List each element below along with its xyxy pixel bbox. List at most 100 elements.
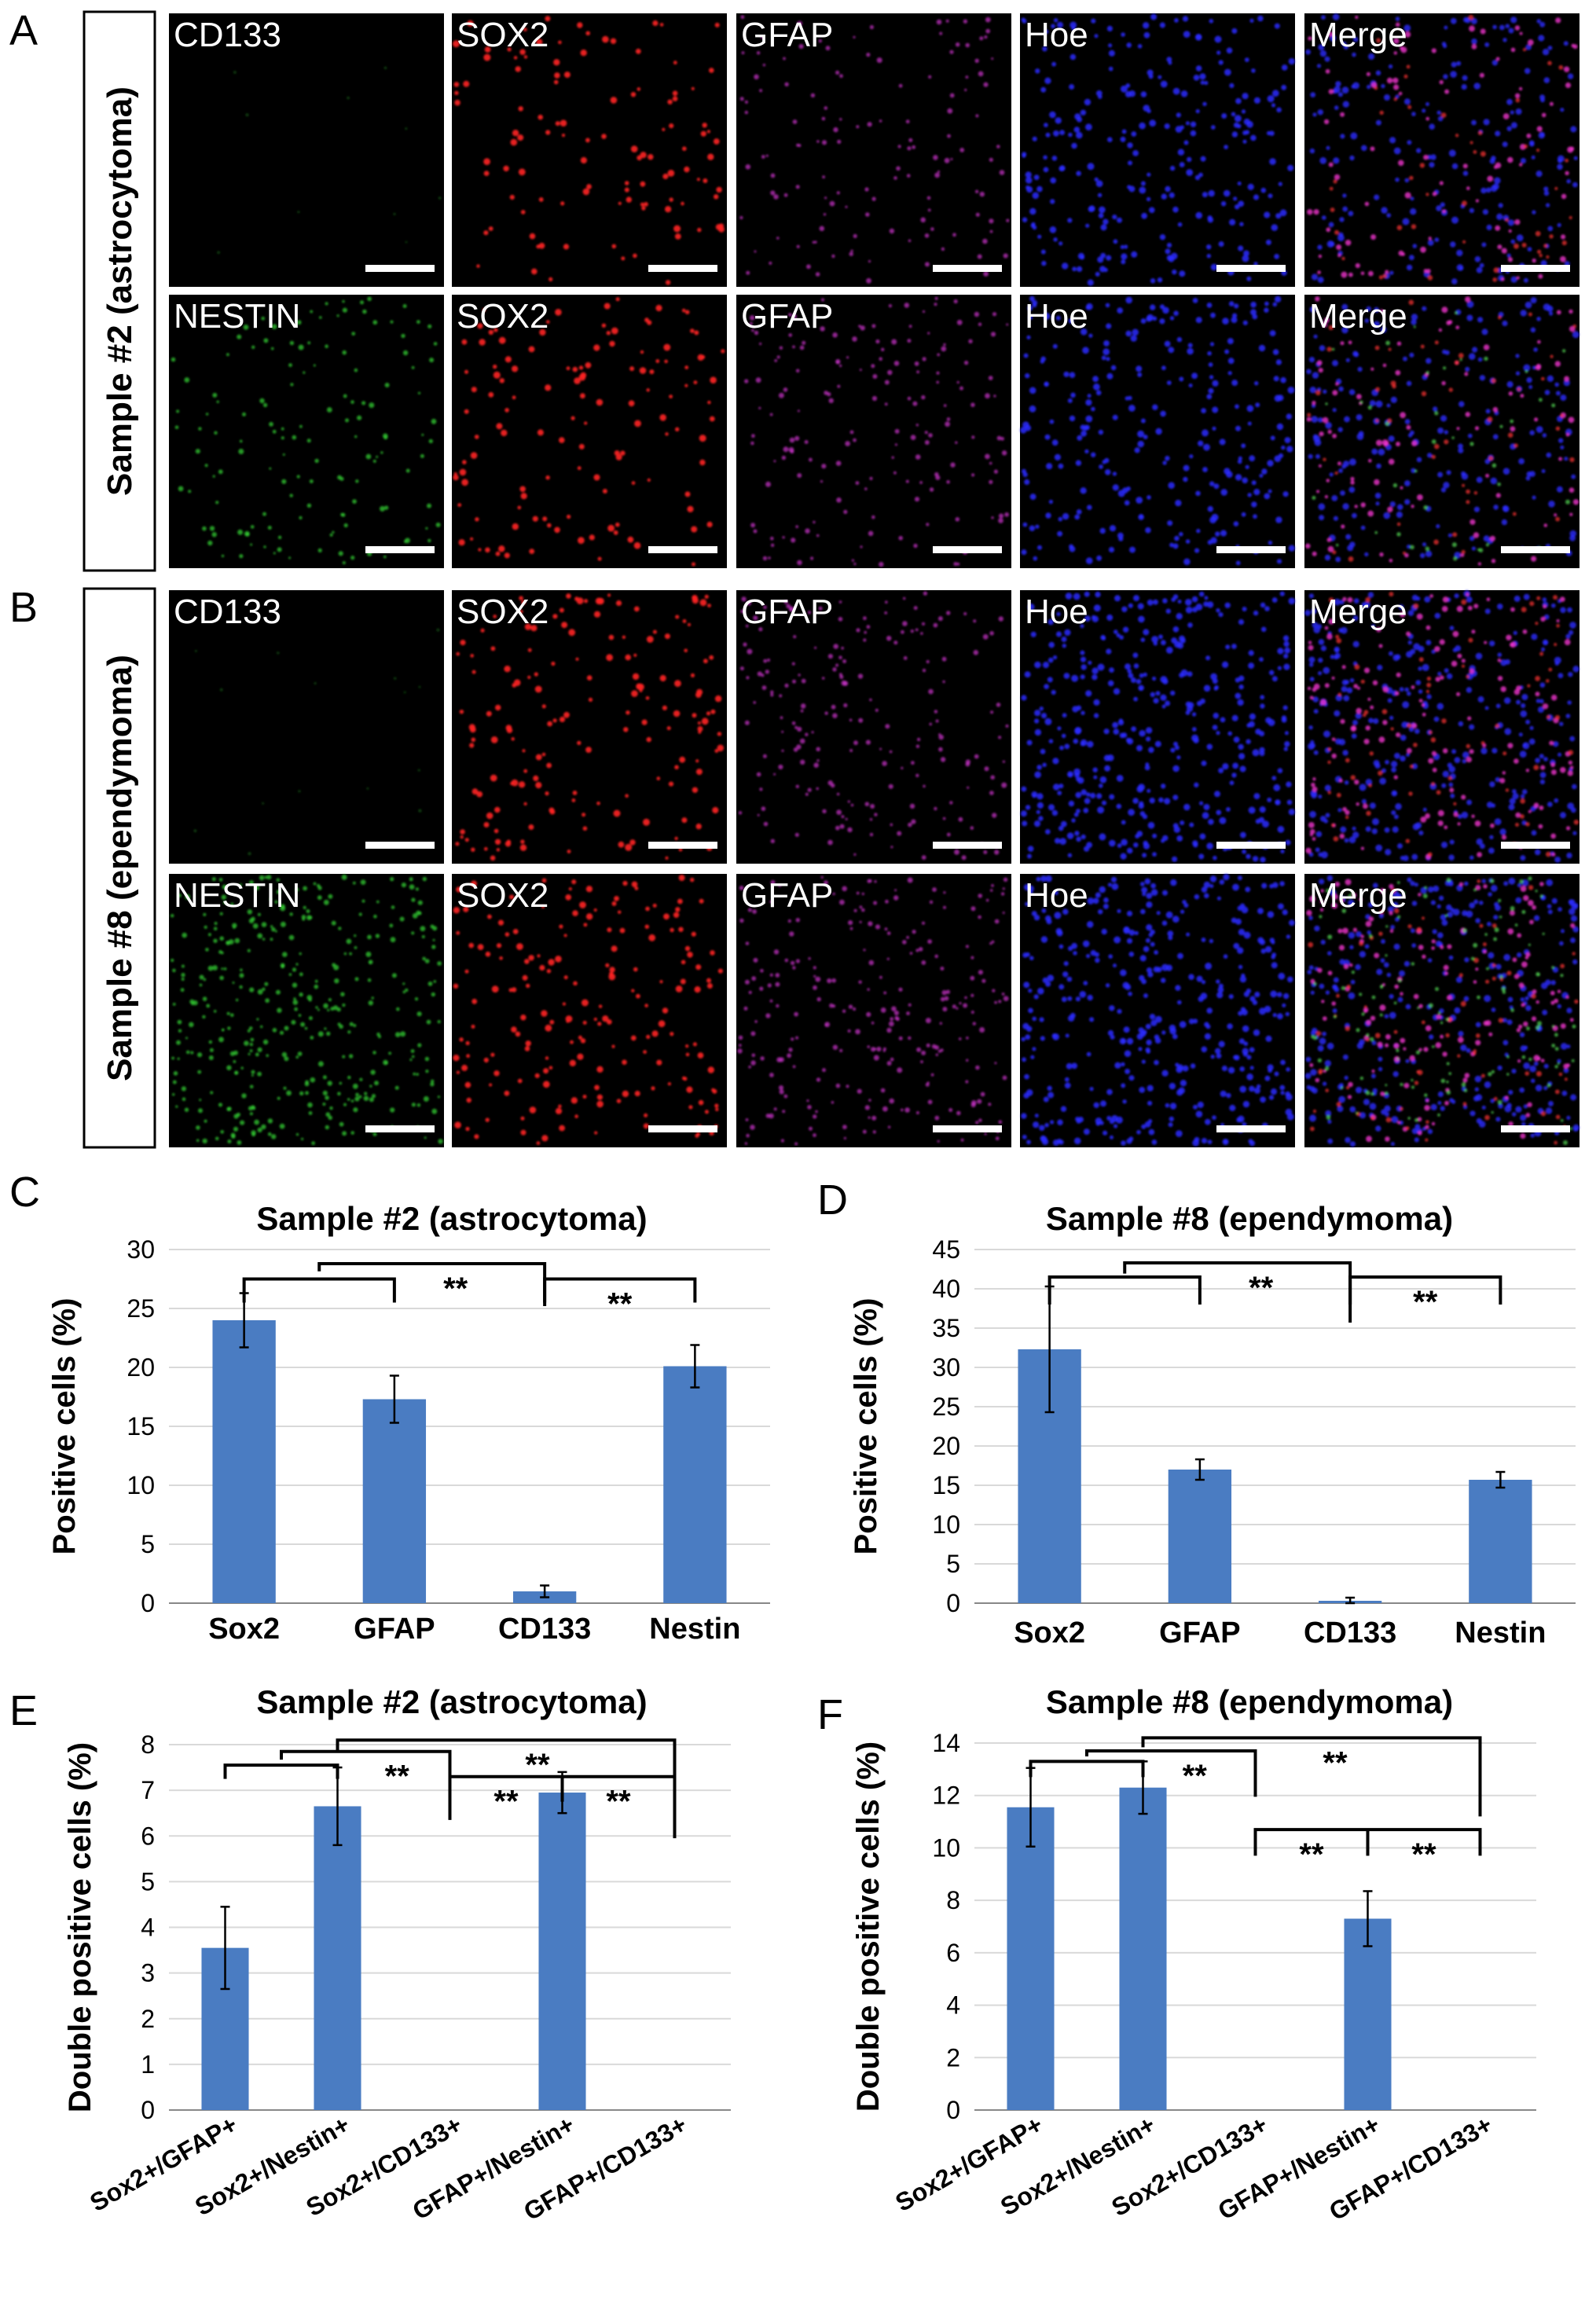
cell-dot — [1310, 978, 1315, 984]
cell-dot — [1286, 446, 1293, 453]
cell-dot — [1144, 1121, 1151, 1128]
cell-dot — [1549, 101, 1554, 106]
cell-dot — [1555, 391, 1561, 396]
sample-label-box — [83, 587, 156, 1149]
cell-dot — [963, 360, 969, 365]
cell-dot — [1207, 505, 1214, 512]
cell-dot — [602, 1015, 609, 1022]
cell-dot — [1280, 1091, 1285, 1095]
cell-dot — [1128, 991, 1132, 996]
cell-dot — [831, 978, 836, 983]
cell-dot — [1328, 597, 1334, 603]
cell-dot — [1085, 123, 1092, 131]
cell-dot — [647, 478, 651, 483]
cell-dot — [1332, 408, 1337, 413]
cell-dot — [1052, 758, 1059, 765]
cell-dot — [1427, 852, 1433, 857]
cell-dot — [477, 323, 483, 329]
cell-dot — [276, 890, 281, 894]
cell-dot — [1062, 262, 1069, 270]
cell-dot — [314, 682, 317, 684]
cell-dot — [476, 791, 483, 798]
cell-dot — [1515, 897, 1522, 904]
cell-dot — [1086, 792, 1091, 797]
cell-dot — [1565, 633, 1571, 639]
cell-dot — [432, 926, 438, 931]
cell-dot — [853, 563, 857, 566]
cell-dot — [361, 899, 365, 903]
cell-dot — [980, 1092, 985, 1097]
cell-dot — [488, 226, 493, 231]
cell-dot — [1508, 229, 1512, 233]
cell-dot — [869, 818, 873, 821]
cell-dot — [1392, 483, 1398, 488]
cell-dot — [850, 249, 853, 252]
cell-dot — [416, 1073, 419, 1076]
cell-dot — [1422, 712, 1426, 717]
cell-dot — [1243, 1041, 1249, 1046]
cell-dot — [1135, 834, 1139, 839]
cell-dot — [1308, 822, 1315, 828]
cell-dot — [1464, 372, 1469, 376]
cell-dot — [1376, 626, 1381, 633]
cell-dot — [684, 945, 691, 952]
cell-dot — [520, 493, 527, 500]
cell-dot — [486, 710, 492, 717]
cell-dot — [1067, 853, 1073, 858]
cell-dot — [182, 1097, 186, 1101]
cell-dot — [675, 615, 680, 619]
cell-dot — [1025, 372, 1030, 379]
cell-dot — [1364, 318, 1370, 323]
cell-dot — [1319, 431, 1324, 437]
cell-dot — [1449, 787, 1455, 793]
cell-dot — [257, 1127, 262, 1132]
cell-dot — [1538, 132, 1546, 139]
cell-dot — [694, 330, 699, 336]
cell-dot — [281, 1051, 288, 1058]
cell-dot — [1428, 237, 1432, 240]
cell-dot — [868, 530, 874, 537]
cell-dot — [1143, 993, 1148, 998]
cell-dot — [847, 800, 850, 803]
cell-dot — [836, 792, 840, 796]
cell-dot — [1309, 810, 1316, 818]
cell-dot — [930, 227, 934, 231]
cell-dot — [1543, 640, 1549, 645]
cell-dot — [1392, 384, 1396, 389]
cell-dot — [1147, 495, 1151, 500]
cell-dot — [409, 1058, 413, 1062]
cell-dot — [560, 119, 567, 127]
cell-dot — [1166, 57, 1172, 63]
cell-dot — [940, 757, 946, 762]
cell-dot — [1235, 474, 1242, 481]
cell-dot — [295, 887, 299, 892]
cell-dot — [1392, 1071, 1399, 1077]
cell-dot — [1312, 1027, 1318, 1033]
cell-dot — [1425, 689, 1429, 694]
cell-dot — [1380, 326, 1387, 333]
cell-dot — [1239, 975, 1247, 983]
cell-dot — [336, 1007, 341, 1012]
cell-dot — [978, 970, 983, 975]
cell-dot — [1062, 908, 1069, 915]
cell-dot — [641, 206, 646, 211]
cell-dot — [515, 1031, 521, 1037]
cell-dot — [792, 119, 798, 124]
cell-dot — [1250, 134, 1257, 141]
cell-dot — [885, 899, 889, 904]
cell-dot — [1165, 700, 1171, 706]
cell-dot — [1550, 990, 1555, 996]
cell-dot — [1435, 677, 1440, 682]
cell-dot — [463, 80, 470, 87]
cell-dot — [1315, 390, 1321, 396]
cell-dot — [1466, 596, 1473, 603]
cell-dot — [422, 956, 426, 961]
cell-dot — [1070, 392, 1076, 398]
cell-dot — [1508, 391, 1513, 396]
cell-dot — [1110, 1034, 1115, 1040]
cell-dot — [721, 349, 725, 354]
cell-dot — [998, 518, 1003, 523]
cell-dot — [888, 784, 893, 789]
scale-bar — [1216, 1125, 1286, 1132]
cell-dot — [1326, 479, 1330, 483]
